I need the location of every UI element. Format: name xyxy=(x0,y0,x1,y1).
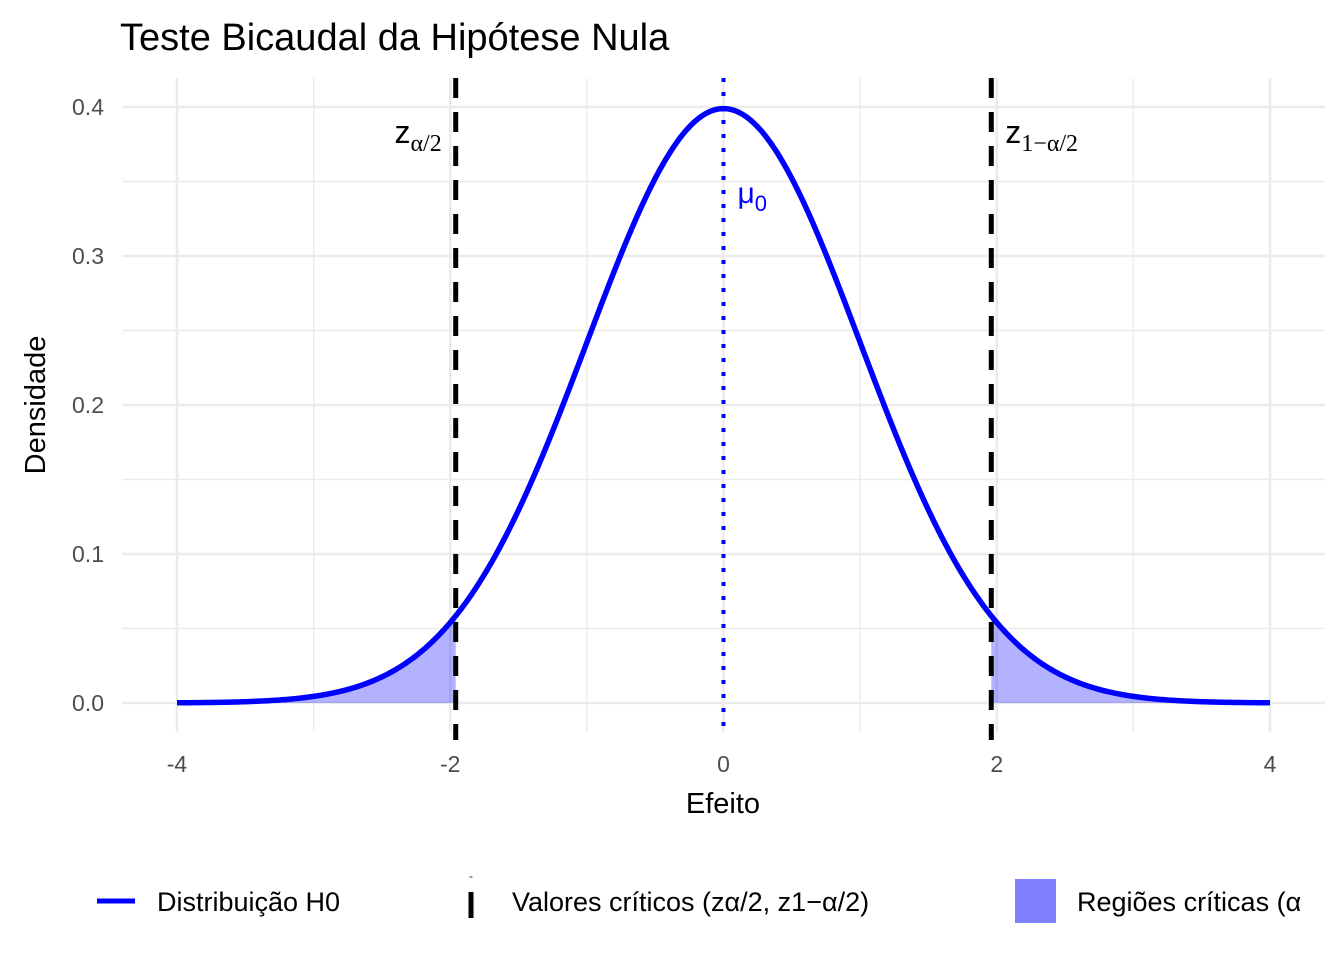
chart-title: Teste Bicaudal da Hipótese Nula xyxy=(120,17,670,59)
y-tick-label: 0.4 xyxy=(72,94,104,120)
legend-item-distribution: Distribuição H0 xyxy=(97,887,340,917)
y-tick-label: 0.1 xyxy=(72,541,104,567)
legend-label-critical-values: Valores críticos (zα/2, z1−α/2) xyxy=(512,887,869,917)
legend-label-critical-regions: Regiões críticas (α xyxy=(1077,887,1301,917)
legend-fill-swatch-icon xyxy=(1015,879,1056,923)
annotation-z-one-minus-alpha-half: z1−α/2 xyxy=(1005,114,1078,157)
annotation-z-alpha-half: zα/2 xyxy=(394,114,441,157)
x-axis-ticks: -4 -2 0 2 4 xyxy=(167,751,1277,777)
critical-region-upper xyxy=(991,615,1270,703)
y-axis-title: Densidade xyxy=(20,336,52,475)
critical-region-lower xyxy=(177,615,456,703)
legend: Distribuição H0 Valores críticos (zα/2, … xyxy=(97,876,1301,923)
legend-label-distribution: Distribuição H0 xyxy=(157,887,340,917)
x-tick-label: 4 xyxy=(1264,751,1277,777)
x-tick-label: 2 xyxy=(990,751,1003,777)
x-tick-label: -2 xyxy=(440,751,460,777)
legend-item-critical-regions: Regiões críticas (α xyxy=(1015,879,1301,923)
x-tick-label: 0 xyxy=(717,751,730,777)
x-axis-title: Efeito xyxy=(686,788,760,820)
critical-regions xyxy=(177,615,1270,703)
y-tick-label: 0.0 xyxy=(72,690,104,716)
annotation-mu-zero: μ0 xyxy=(738,177,768,216)
y-axis-ticks: 0.0 0.1 0.2 0.3 0.4 xyxy=(72,94,104,716)
y-tick-label: 0.2 xyxy=(72,392,104,418)
legend-item-critical-values: Valores críticos (zα/2, z1−α/2) xyxy=(468,876,869,918)
x-tick-label: -4 xyxy=(167,751,188,777)
y-tick-label: 0.3 xyxy=(72,243,104,269)
h0-density-curve xyxy=(176,105,1271,706)
